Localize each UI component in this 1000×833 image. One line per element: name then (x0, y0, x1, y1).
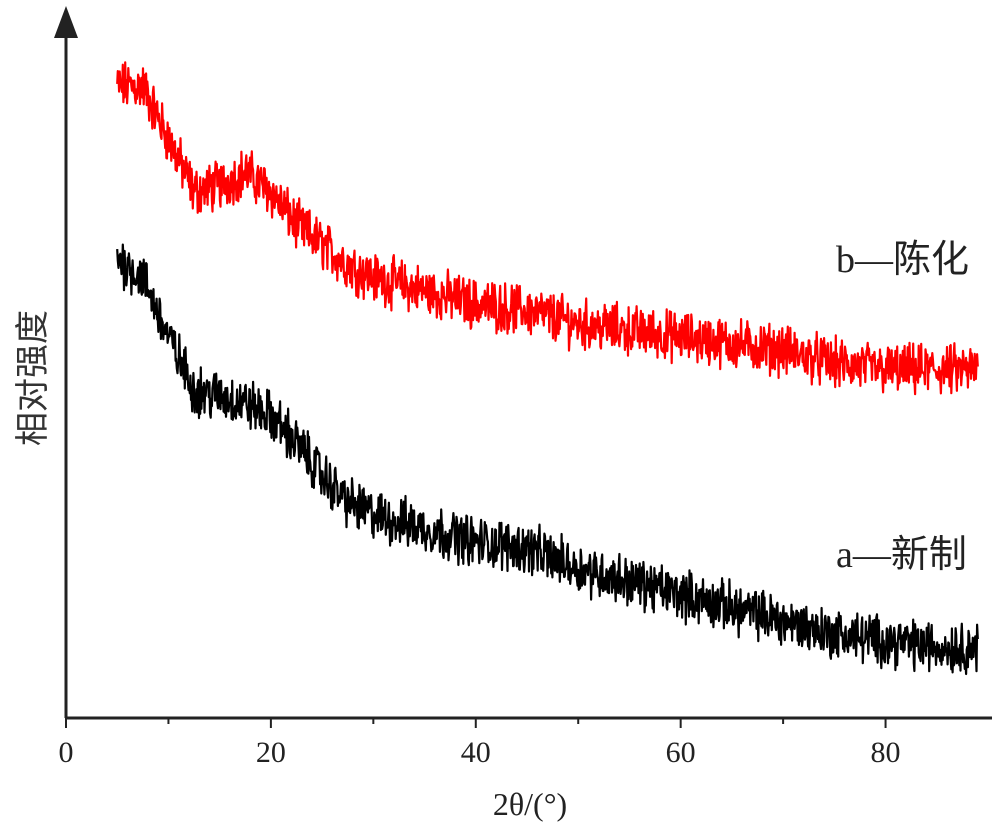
x-ticks (65, 718, 887, 728)
x-tick-label: 40 (461, 736, 491, 769)
y-axis-title: 相对强度 (13, 310, 53, 446)
x-tick-label: 0 (59, 736, 74, 769)
x-tick-label: 20 (256, 736, 286, 769)
series-label-a: a—新制 (836, 534, 967, 576)
x-tick-label: 80 (871, 736, 901, 769)
y-axis-arrow (54, 6, 78, 38)
series-label-b: b—陈化 (836, 239, 969, 281)
x-tick-label: 60 (666, 736, 696, 769)
series-a-line (116, 243, 979, 676)
series-b-line (116, 61, 979, 396)
series-group (116, 61, 979, 676)
x-axis-title: 2θ/(°) (493, 786, 567, 822)
x-tick-labels: 0 20 40 60 80 (59, 736, 901, 769)
